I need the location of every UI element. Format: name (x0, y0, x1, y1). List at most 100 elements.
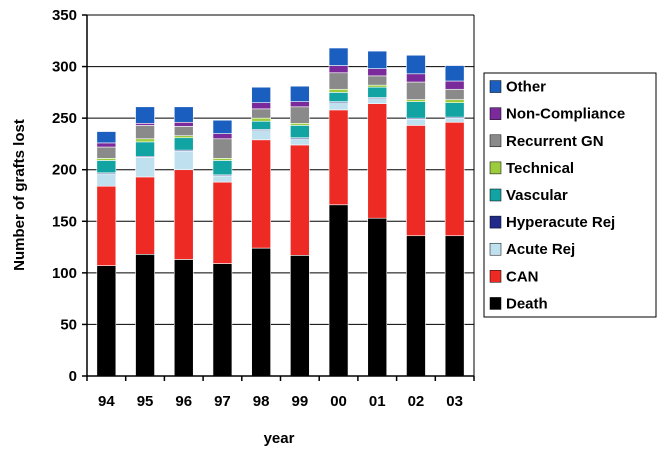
x-tick-label-96: 96 (175, 393, 192, 410)
bar-97-can (212, 181, 233, 264)
bar-01-technical (367, 84, 388, 88)
bar-97-death (212, 263, 233, 377)
bar-00-acute-rej (328, 102, 349, 111)
bar-96-death (173, 259, 194, 377)
bar-98-technical (251, 117, 271, 122)
bar-01-death (367, 217, 388, 377)
bar-96-can (173, 169, 194, 260)
bar-99-other (290, 85, 310, 102)
legend-swatch-vascular (489, 188, 502, 202)
bar-03-non-compliance (444, 80, 465, 90)
x-tick-label-98: 98 (253, 393, 270, 410)
bar-94-other (96, 131, 117, 144)
bar-03-vascular (444, 102, 465, 118)
bar-99-vascular (290, 125, 310, 139)
bar-97-acute-rej (212, 175, 233, 183)
legend-box (483, 72, 657, 318)
legend-label-can: CAN (506, 268, 539, 285)
x-tick-label-01: 01 (369, 393, 386, 410)
bar-99-recurrent-gn (290, 106, 310, 124)
bar-01-can (367, 103, 388, 219)
x-tick-label-00: 00 (330, 393, 347, 410)
y-tick-label-200: 200 (52, 162, 77, 179)
bar-98-non-compliance (251, 102, 271, 110)
bar-98-vascular (251, 120, 271, 130)
y-tick-label-300: 300 (52, 59, 77, 76)
bar-99-technical (290, 123, 310, 126)
bar-96-acute-rej (173, 150, 194, 171)
y-tick-label-150: 150 (52, 213, 77, 230)
bar-02-non-compliance (406, 73, 426, 83)
bar-95-acute-rej (135, 157, 155, 178)
bar-95-other (135, 106, 155, 124)
y-tick-label-0: 0 (69, 368, 77, 385)
bar-95-vascular (135, 141, 155, 157)
bar-03-other (444, 65, 465, 82)
bar-96-recurrent-gn (173, 126, 194, 136)
legend-swatch-other (489, 80, 502, 93)
legend-swatch-acute-rej (489, 242, 502, 256)
bar-99-acute-rej (290, 138, 310, 146)
bar-00-vascular (328, 92, 349, 102)
x-axis-title: year (264, 430, 295, 447)
legend-swatch-can (489, 270, 502, 283)
legend-label-technical: Technical (506, 160, 574, 177)
legend-label-recurrent-gn: Recurrent GN (506, 133, 604, 150)
legend-label-other: Other (506, 79, 546, 96)
bar-02-vascular (406, 101, 426, 119)
y-tick-label-50: 50 (60, 316, 77, 333)
bar-97-vascular (212, 160, 233, 176)
bar-95-non-compliance (135, 123, 155, 126)
bar-02-can (406, 125, 426, 237)
bar-00-can (328, 109, 349, 206)
bar-97-other (212, 119, 233, 134)
bar-94-non-compliance (96, 142, 117, 148)
bar-94-recurrent-gn (96, 146, 117, 159)
x-tick-label-99: 99 (292, 393, 309, 410)
bar-96-non-compliance (173, 121, 194, 127)
bar-00-other (328, 47, 349, 66)
bar-99-death (290, 255, 310, 377)
bar-01-other (367, 50, 388, 69)
legend-label-non-compliance: Non-Compliance (506, 106, 625, 123)
bar-98-acute-rej (251, 130, 271, 141)
bar-01-recurrent-gn (367, 75, 388, 86)
bar-94-technical (96, 158, 117, 161)
bar-00-recurrent-gn (328, 72, 349, 90)
bar-03-can (444, 121, 465, 237)
bar-97-technical (212, 158, 233, 161)
legend-label-hyperacute-rej: Hyperacute Rej (506, 214, 615, 231)
x-tick-label-03: 03 (446, 393, 463, 410)
legend-label-acute-rej: Acute Rej (506, 241, 575, 258)
axes (82, 14, 475, 381)
bar-01-acute-rej (367, 98, 388, 105)
bar-03-technical (444, 99, 465, 103)
bar-01-non-compliance (367, 68, 388, 77)
bar-01-vascular (367, 86, 388, 98)
bar-02-death (406, 235, 426, 377)
bar-96-technical (173, 135, 194, 139)
bar-00-technical (328, 88, 349, 93)
y-tick-label-350: 350 (52, 7, 77, 24)
legend-swatch-death (489, 297, 502, 310)
bar-03-acute-rej (444, 117, 465, 123)
bar-94-death (96, 265, 117, 377)
bar-99-can (290, 144, 310, 256)
legend-swatch-hyperacute-rej (489, 215, 502, 229)
bar-95-technical (135, 138, 155, 143)
legend-label-death: Death (506, 295, 548, 312)
bar-02-recurrent-gn (406, 81, 426, 100)
bar-97-recurrent-gn (212, 138, 233, 159)
bar-98-other (251, 86, 271, 103)
bar-96-other (173, 106, 194, 123)
x-tick-label-02: 02 (408, 393, 425, 410)
bar-02-acute-rej (406, 118, 426, 126)
bar-98-recurrent-gn (251, 108, 271, 119)
bar-00-death (328, 204, 349, 377)
bars-group (96, 47, 465, 377)
bar-94-vascular (96, 160, 117, 174)
legend-swatch-technical (489, 161, 502, 175)
bar-94-acute-rej (96, 173, 117, 187)
bar-95-death (135, 253, 155, 377)
